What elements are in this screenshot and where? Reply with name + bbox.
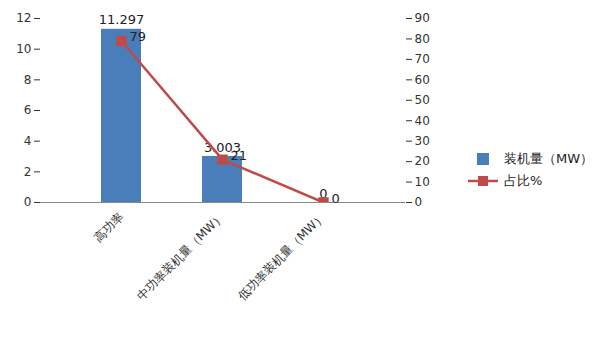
svg-text:11.297: 11.297: [99, 12, 145, 27]
svg-text:20: 20: [415, 154, 430, 168]
svg-text:40: 40: [415, 114, 430, 128]
svg-text:30: 30: [415, 134, 430, 148]
svg-text:0: 0: [415, 195, 423, 209]
svg-text:80: 80: [415, 32, 430, 46]
svg-text:8: 8: [24, 73, 32, 87]
svg-text:低功率装机量（MW）: 低功率装机量（MW）: [235, 209, 328, 302]
svg-text:中功率装机量（MW）: 中功率装机量（MW）: [134, 209, 227, 302]
svg-text:12: 12: [16, 11, 31, 25]
svg-text:4: 4: [24, 134, 32, 148]
svg-text:0: 0: [24, 195, 32, 209]
svg-text:21: 21: [231, 148, 248, 163]
svg-text:70: 70: [415, 52, 430, 66]
svg-text:50: 50: [415, 93, 430, 107]
svg-text:0: 0: [319, 185, 328, 201]
html-text:装机量（MW）: 装机量（MW）: [504, 151, 594, 166]
svg-text:高功率: 高功率: [91, 209, 126, 244]
svg-text:60: 60: [415, 73, 430, 87]
svg-text:79: 79: [130, 29, 147, 44]
svg-text:2: 2: [24, 165, 32, 179]
svg-text:90: 90: [415, 11, 430, 25]
svg-text:6: 6: [24, 103, 32, 117]
html-text:占比%: 占比%: [504, 173, 543, 188]
svg-text:0: 0: [332, 191, 340, 206]
svg-text:3.003: 3.003: [203, 139, 242, 155]
svg-text:10: 10: [16, 42, 31, 56]
svg-text:10: 10: [415, 175, 430, 189]
